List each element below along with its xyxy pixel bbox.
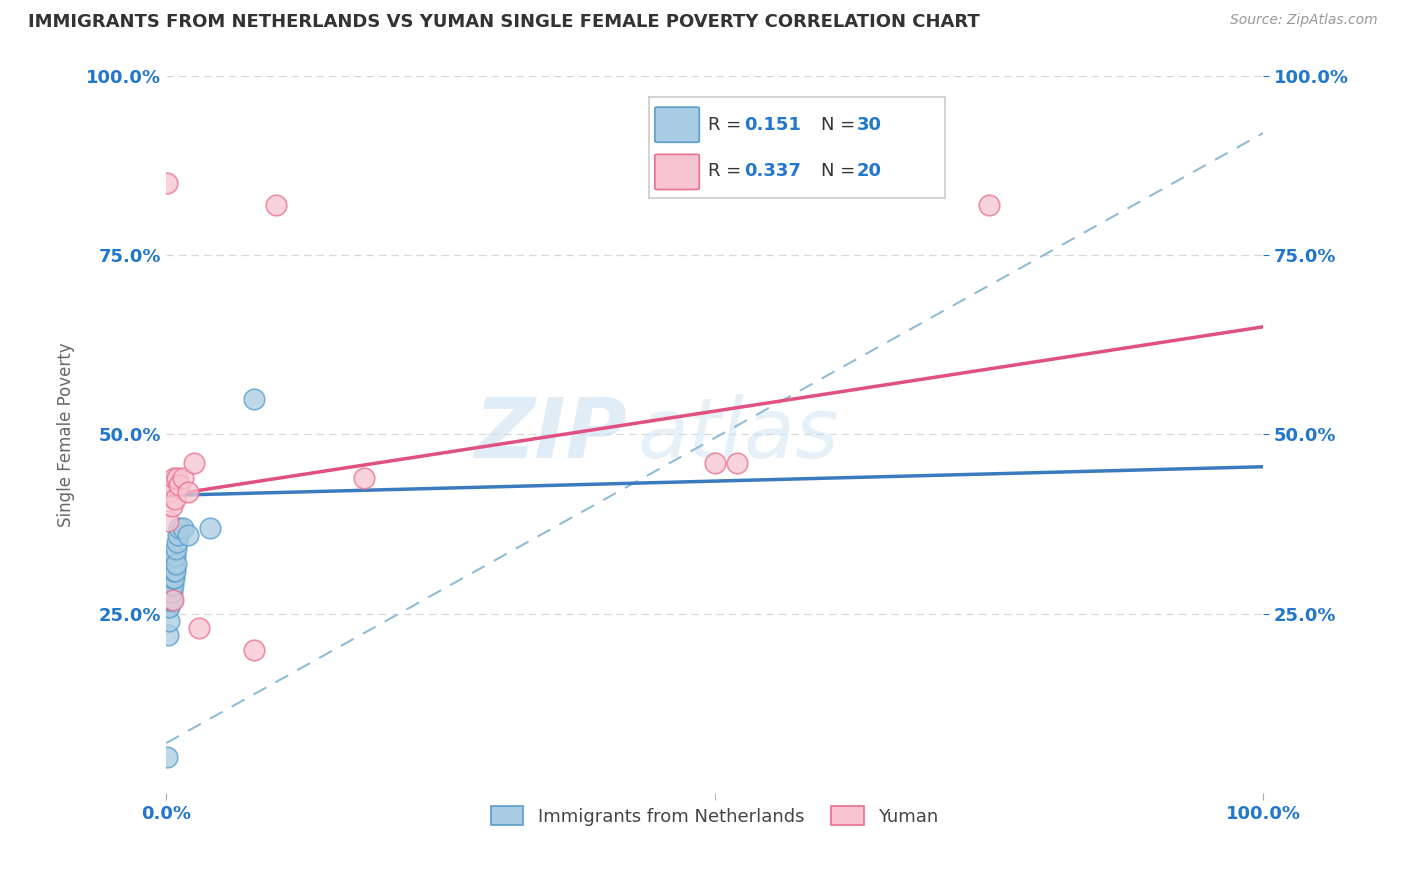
Point [159, 592, 181, 607]
Point [162, 564, 184, 578]
Point [162, 571, 184, 585]
Point [159, 578, 181, 592]
Point [157, 628, 180, 642]
Point [156, 750, 179, 764]
Point [177, 528, 200, 542]
Point [160, 592, 183, 607]
Point [159, 592, 181, 607]
Point [159, 484, 181, 499]
Point [169, 477, 191, 491]
Point [162, 578, 184, 592]
Point [163, 564, 186, 578]
Point [163, 571, 186, 585]
Legend: Immigrants from Netherlands, Yuman: Immigrants from Netherlands, Yuman [482, 797, 948, 835]
Point [353, 470, 375, 484]
Point [160, 585, 183, 599]
Point [188, 621, 211, 635]
Text: IMMIGRANTS FROM NETHERLANDS VS YUMAN SINGLE FEMALE POVERTY CORRELATION CHART: IMMIGRANTS FROM NETHERLANDS VS YUMAN SIN… [28, 13, 980, 31]
Point [243, 392, 266, 406]
Point [163, 557, 186, 571]
Point [157, 599, 180, 614]
Point [159, 477, 181, 491]
Point [159, 614, 181, 628]
Y-axis label: Single Female Poverty: Single Female Poverty [58, 343, 75, 527]
Point [169, 521, 191, 535]
Point [163, 549, 186, 564]
Point [243, 642, 266, 657]
Point [159, 585, 181, 599]
Point [177, 484, 200, 499]
Point [198, 521, 221, 535]
Point [163, 491, 186, 506]
Point [157, 514, 180, 528]
Point [977, 198, 1000, 212]
Point [156, 176, 179, 190]
Point [162, 592, 184, 607]
Point [166, 470, 188, 484]
Point [264, 198, 287, 212]
Point [172, 521, 194, 535]
Point [160, 500, 183, 514]
Text: ZIP: ZIP [474, 394, 627, 475]
Point [703, 456, 725, 470]
Point [165, 557, 187, 571]
Point [159, 599, 181, 614]
Point [172, 470, 194, 484]
Text: atlas: atlas [638, 394, 839, 475]
Point [160, 578, 183, 592]
Point [160, 571, 183, 585]
Point [163, 470, 186, 484]
Point [166, 535, 188, 549]
Point [163, 564, 186, 578]
Point [725, 456, 748, 470]
Point [183, 456, 205, 470]
Point [165, 542, 187, 557]
Text: Source: ZipAtlas.com: Source: ZipAtlas.com [1230, 13, 1378, 28]
Point [167, 528, 190, 542]
